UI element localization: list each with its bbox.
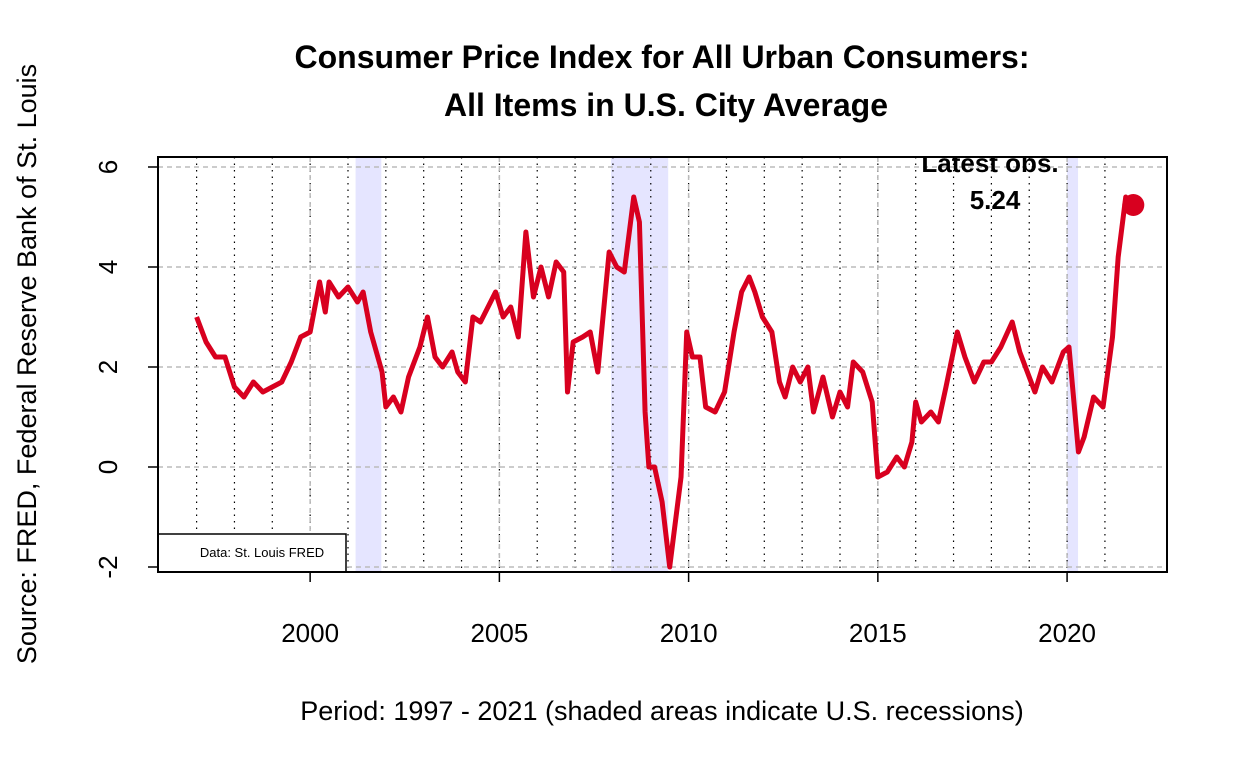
x-tick-label: 2010 <box>660 618 718 648</box>
recession-band <box>355 157 382 572</box>
chart-title: All Items in U.S. City Average <box>444 87 888 123</box>
note: Data: St. Louis FRED <box>200 545 324 560</box>
x-tick-label: 2000 <box>281 618 339 648</box>
data-line <box>194 194 1136 570</box>
x-tick-label: 2015 <box>849 618 907 648</box>
x-axis-label: Period: 1997 - 2021 (shaded areas indica… <box>300 696 1023 726</box>
x-tick-label: 2020 <box>1038 618 1096 648</box>
annotation: Latest obs. <box>921 148 1058 178</box>
plot-frame <box>157 156 1168 573</box>
y-tick-label: 2 <box>93 360 123 374</box>
x-tick-label: 2005 <box>470 618 528 648</box>
y-tick-label: 4 <box>93 260 123 274</box>
y-tick-label: -2 <box>93 555 123 578</box>
y-tick-label: 0 <box>93 460 123 474</box>
y-tick-label: 6 <box>93 160 123 174</box>
value-label: 5.24 <box>970 185 1021 215</box>
y-axis-label: Source: FRED, Federal Reserve Bank of St… <box>12 64 42 664</box>
chart-title: Consumer Price Index for All Urban Consu… <box>295 39 1030 75</box>
latest-point <box>1122 194 1145 216</box>
